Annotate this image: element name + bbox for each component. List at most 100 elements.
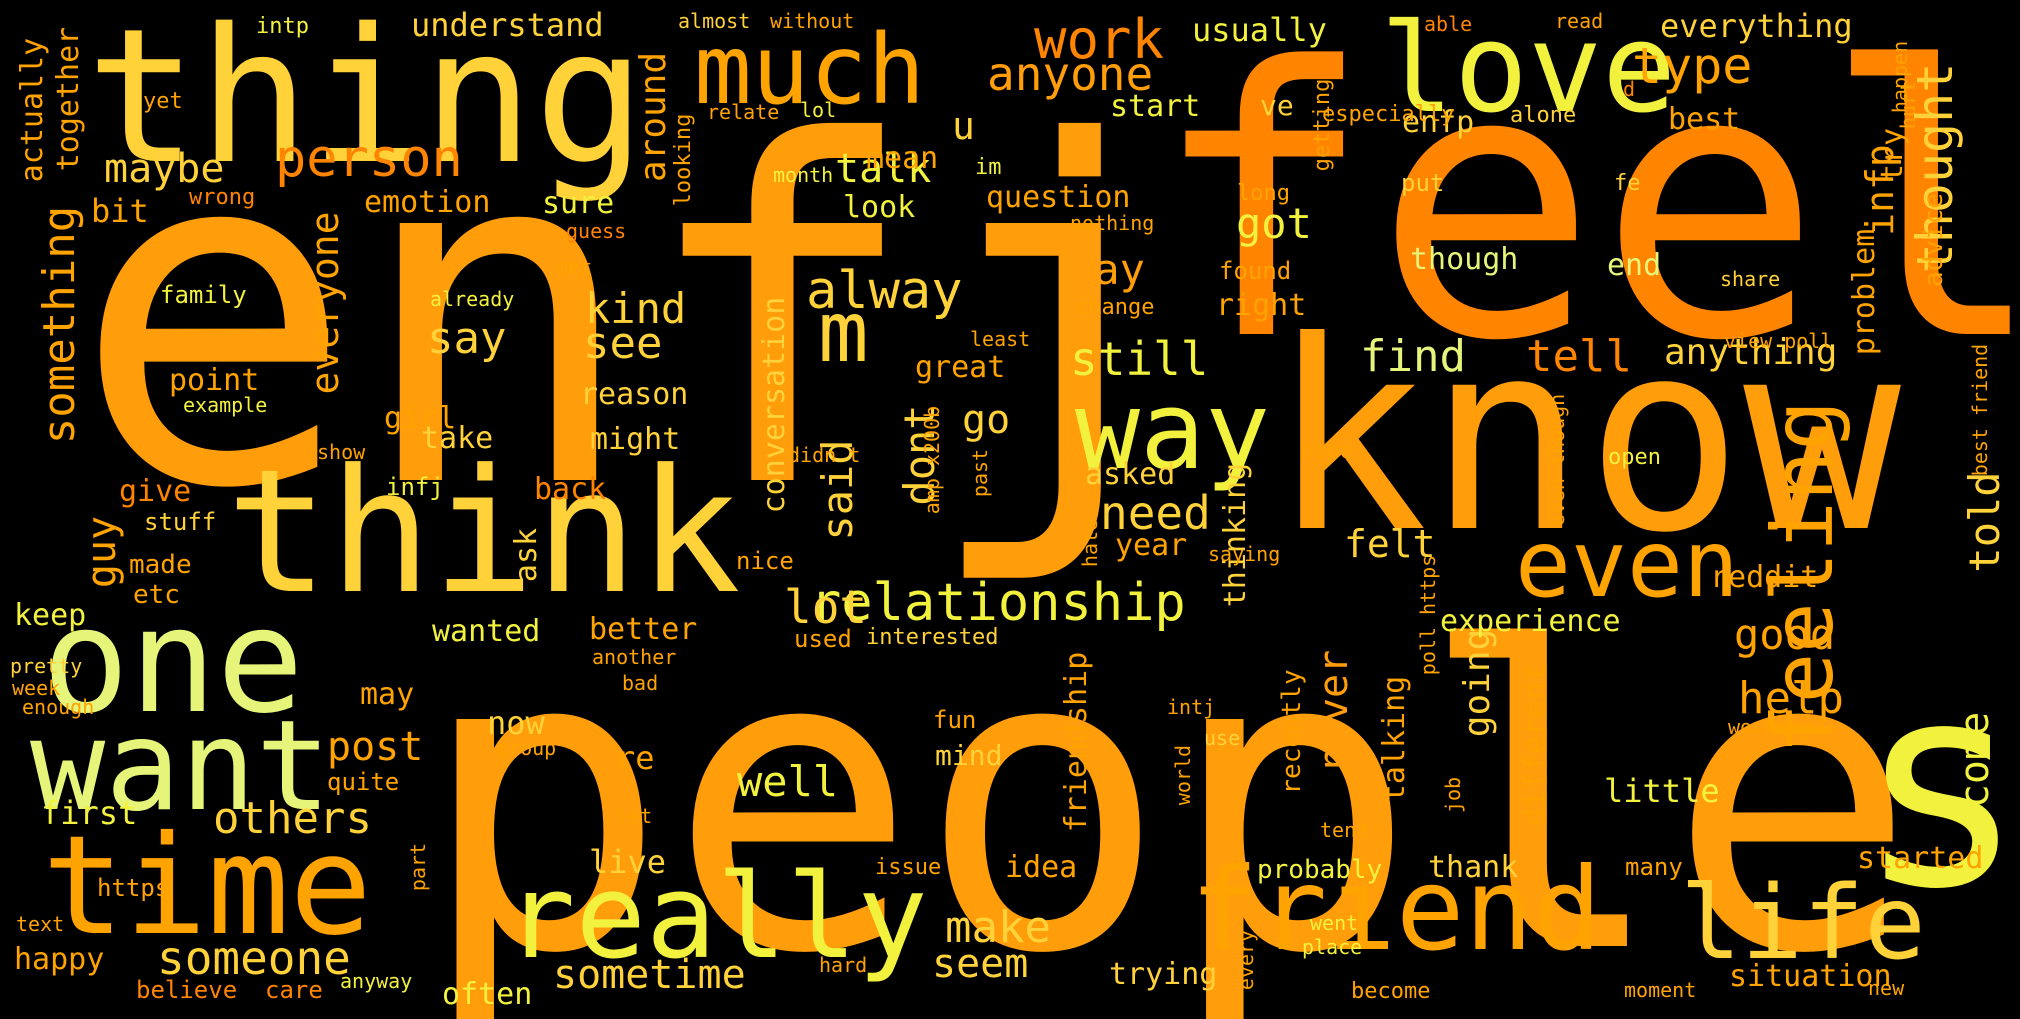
word: even though [1545,393,1569,527]
word: hard [819,953,868,977]
word: ve [1260,89,1294,122]
word: group [496,736,557,760]
word: hate [1078,518,1102,568]
word: month [773,163,834,187]
word: even [1515,510,1739,618]
word: now [487,704,545,742]
word: wrong [189,185,256,210]
word: view poll [1724,329,1833,353]
word: mean [866,141,939,176]
word: might [590,422,681,457]
word: much [694,14,926,126]
word: friend [1190,843,1602,976]
word: look [843,190,916,225]
word: make [945,902,1051,953]
word: situation [1729,959,1892,994]
word: everything [1660,7,1853,45]
word: lot [784,580,868,634]
word: together [51,26,86,172]
word: see [583,318,663,369]
word: another [592,645,677,669]
word: able [1424,12,1473,36]
word: went [1310,911,1359,935]
word: conversation [757,296,792,514]
word: almost [678,9,751,33]
word: intp [256,14,309,39]
word: interested [866,625,999,650]
word: family [160,281,247,309]
word: tell [1526,331,1632,382]
word: show [317,440,366,464]
word: already [430,287,515,311]
word: hurt [1896,80,1920,130]
word: someone [157,931,351,985]
word: tend [1320,818,1369,842]
word: question [986,180,1131,215]
word: past [968,448,992,498]
word: anything [1664,332,1838,373]
word: working [1728,715,1813,739]
word: open [1608,445,1661,470]
word: emotion [364,185,491,220]
word: ask [509,527,544,583]
word: probably [1257,855,1383,885]
word: give [119,474,192,509]
word: example [183,393,268,417]
word: sometime [553,952,746,998]
word: infj [386,473,444,501]
word: often [442,977,533,1012]
word: right [1216,288,1307,323]
word: share [1720,267,1781,291]
word: im [975,155,1002,180]
word: first [41,794,138,832]
word: many [1625,853,1683,881]
word: post [327,724,424,770]
word: think [226,433,741,632]
word: d [1623,77,1636,101]
word: something [34,205,85,445]
word: poll https [1416,554,1440,676]
word: care [265,976,323,1004]
word: job [1441,776,1465,814]
word: idea [1005,850,1078,885]
word: nice [736,547,794,575]
word: moment [1624,978,1697,1002]
word: people [418,561,1918,1019]
word: around [633,51,674,183]
word: mind [935,739,1003,772]
word: life [1680,864,1926,983]
word: going [1457,628,1498,738]
word: different [1518,663,1553,827]
word: believe [136,976,238,1004]
word: may [360,677,415,712]
word: felt [1344,522,1436,566]
word: talk [835,146,932,192]
word: nothing [1070,211,1155,235]
word: met [556,255,593,279]
word: amp x200b [920,405,944,515]
word: know [1270,285,1901,590]
word: happy [14,942,105,977]
word: anyway [340,969,413,993]
word: person [275,129,463,189]
word: enfp [1402,105,1475,140]
word: every [1234,929,1258,991]
word: enough [22,695,95,719]
word: go [962,397,1011,443]
word: actually [15,37,50,183]
word: seem [932,941,1029,987]
word: enfj [72,44,1204,591]
word: thing [86,0,646,205]
word: m [818,283,869,381]
word: find [1360,331,1466,382]
word: let [616,804,653,828]
word: put [1401,169,1445,197]
word: never [1311,649,1357,771]
word: say [427,313,507,364]
word: sure [542,186,615,221]
word: start [1110,89,1201,124]
word: become [1351,979,1431,1004]
word: end [1607,248,1662,283]
word: day [1069,245,1145,294]
